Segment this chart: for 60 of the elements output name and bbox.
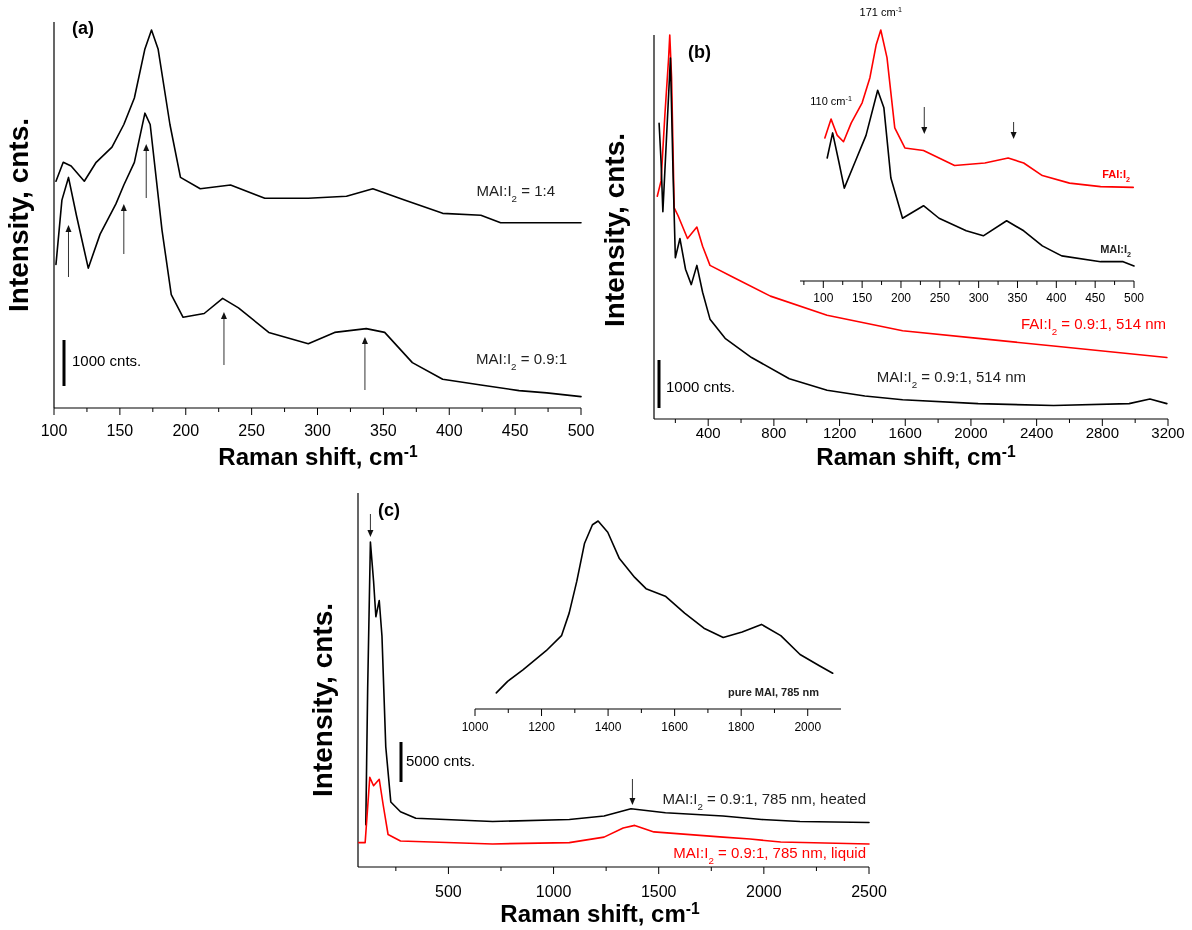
series-label: MAI:I$_{2}$ = 1:4 bbox=[476, 182, 555, 204]
x-tick-label: 1600 bbox=[888, 423, 922, 441]
chart-title: (a) bbox=[72, 18, 94, 38]
x-tick-label: 500 bbox=[435, 882, 462, 900]
x-tick-label: 2500 bbox=[851, 882, 887, 900]
annotation: 171 cm$^{-1}$ bbox=[859, 6, 903, 18]
x-axis-title: Raman shift, cm$^{-1}$ bbox=[816, 442, 1016, 470]
x-tick-label: 200 bbox=[172, 421, 200, 439]
chart-title: (b) bbox=[688, 42, 711, 62]
x-tick-label: 2800 bbox=[1085, 423, 1119, 441]
x-tick-label: 1000 bbox=[461, 720, 489, 734]
x-tick-label: 400 bbox=[695, 423, 721, 441]
x-tick-label: 2000 bbox=[954, 423, 988, 441]
series-label: MAI:I$_{2}$ bbox=[1100, 243, 1132, 259]
series-label: FAI:I$_{2}$ bbox=[1102, 168, 1131, 184]
x-tick-label: 1500 bbox=[640, 882, 677, 900]
x-tick-label: 500 bbox=[567, 421, 595, 439]
x-tick-label: 100 bbox=[813, 291, 834, 305]
y-axis-title: Intensity, cnts. bbox=[307, 603, 338, 797]
annotation: 5000 cnts. bbox=[406, 752, 476, 769]
x-tick-label: 350 bbox=[370, 421, 397, 439]
series-label: FAI:I$_{2}$ = 0.9:1, 514 nm bbox=[1020, 315, 1166, 337]
x-tick-label: 250 bbox=[929, 291, 951, 305]
y-axis-title: Intensity, cnts. bbox=[599, 133, 630, 327]
x-tick-label: 2000 bbox=[794, 720, 822, 734]
x-tick-label: 450 bbox=[1085, 291, 1106, 305]
x-tick-label: 350 bbox=[1007, 291, 1028, 305]
x-tick-label: 500 bbox=[1123, 291, 1145, 305]
x-tick-label: 1800 bbox=[727, 720, 755, 734]
series-label: MAI:I$_{2}$ = 0.9:1 bbox=[476, 350, 567, 372]
x-tick-label: 1400 bbox=[594, 720, 622, 734]
x-tick-label: 800 bbox=[761, 423, 787, 441]
x-tick-label: 150 bbox=[852, 291, 873, 305]
x-tick-label: 1000 bbox=[535, 882, 572, 900]
y-axis-title: Intensity, cnts. bbox=[3, 118, 34, 312]
series-label: MAI:I$_{2}$ = 0.9:1, 785 nm, heated bbox=[662, 790, 866, 812]
x-tick-label: 200 bbox=[890, 291, 912, 305]
x-tick-label: 150 bbox=[106, 421, 134, 439]
annotation: 110 cm$^{-1}$ bbox=[810, 95, 852, 108]
annotation: 1000 cnts. bbox=[72, 352, 142, 369]
x-tick-label: 2400 bbox=[1019, 423, 1054, 441]
x-tick-label: 400 bbox=[1046, 291, 1067, 305]
x-tick-label: 250 bbox=[238, 421, 266, 439]
x-tick-label: 1600 bbox=[661, 720, 689, 734]
x-tick-label: 400 bbox=[435, 421, 463, 439]
series-label: MAI:I$_{2}$ = 0.9:1, 785 nm, liquid bbox=[673, 844, 866, 866]
annotation: 1000 cnts. bbox=[666, 378, 736, 395]
x-tick-label: 100 bbox=[40, 421, 68, 439]
x-tick-label: 3200 bbox=[1151, 423, 1185, 441]
x-tick-label: 300 bbox=[968, 291, 989, 305]
x-tick-label: 1200 bbox=[528, 720, 556, 734]
chart-title: (c) bbox=[378, 500, 400, 520]
x-axis-title: Raman shift, cm$^{-1}$ bbox=[500, 899, 700, 927]
x-tick-label: 2000 bbox=[746, 882, 782, 900]
series-label: pure MAI, 785 nm bbox=[727, 686, 820, 698]
series-label: MAI:I$_{2}$ = 0.9:1, 514 nm bbox=[876, 368, 1026, 390]
x-tick-label: 1200 bbox=[822, 423, 857, 441]
x-tick-label: 300 bbox=[304, 421, 331, 439]
x-axis-title: Raman shift, cm$^{-1}$ bbox=[218, 442, 418, 470]
x-tick-label: 450 bbox=[501, 421, 529, 439]
